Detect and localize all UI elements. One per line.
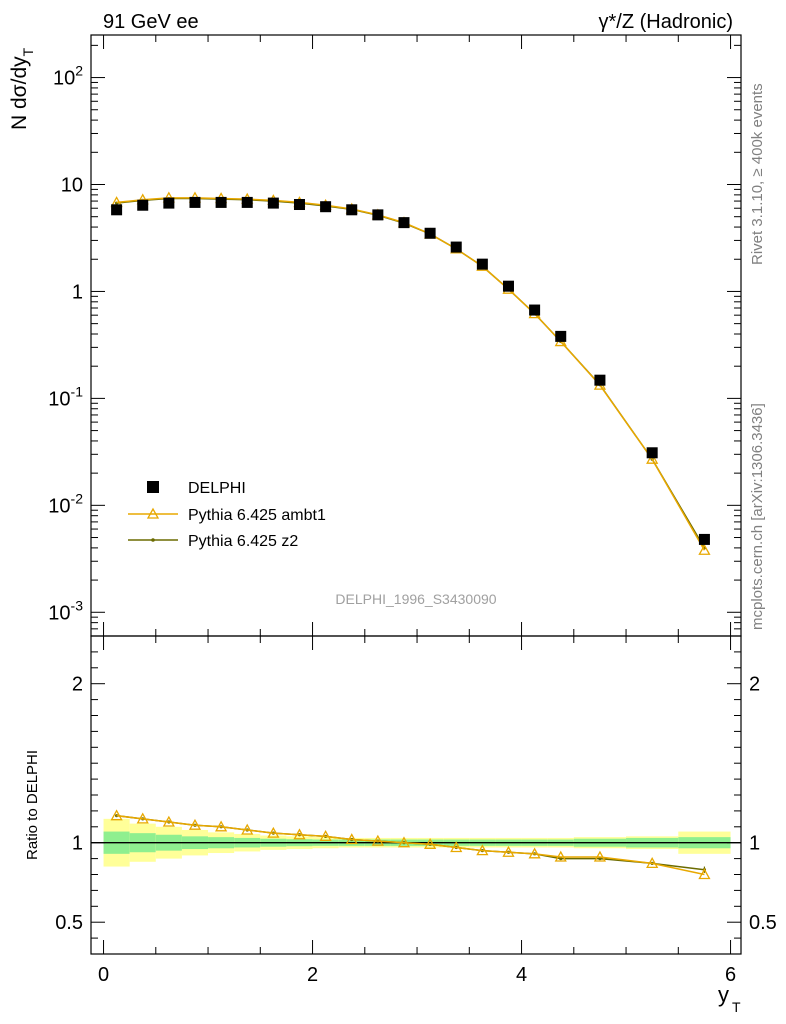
data-point [320, 201, 332, 213]
data-point [293, 199, 305, 211]
ambt1-ratio-point [241, 823, 254, 835]
ratio-panel-frame [90, 635, 742, 955]
ambt1-ratio-point [528, 847, 541, 859]
data-point [698, 533, 710, 545]
legend-label: DELPHI [188, 480, 246, 497]
data-point [450, 241, 462, 253]
legend-z2-marker [151, 538, 155, 542]
x-tick-label: 4 [516, 964, 527, 986]
ambt1-ratio-point [110, 809, 123, 821]
legend-ambt1-marker [146, 507, 160, 519]
ratio-y-axis-label: Ratio to DELPHI [24, 750, 41, 860]
x-axis-label-sub: T [732, 999, 741, 1015]
ambt1-ratio-point [397, 836, 411, 848]
y-tick-label: 10-2 [48, 490, 83, 517]
data-point [241, 196, 253, 208]
ambt1-ratio-point [267, 826, 280, 838]
ambt1-ratio-point [646, 857, 659, 869]
y-tick-label-right: 0.5 [749, 912, 777, 934]
main-y-axis-label: N dσ/dyT [8, 47, 36, 130]
data-point [111, 204, 123, 216]
ambt1-ratio-point [319, 830, 332, 841]
y-tick-label-right: 1 [749, 833, 760, 855]
ambt1-line [116, 197, 706, 551]
main-panel: N dσ/dyT DELPHI_1996_S3430090 10-3 10-2 10… [8, 34, 742, 637]
ratio-panel: Ratio to DELPHI 0 2 4 6 0.5 0.5 1 1 2 2 y T [24, 635, 777, 1015]
rivet-label: Rivet 3.1.10, ≥ 400k events [749, 83, 766, 265]
data-point [424, 227, 436, 239]
y-tick-label: 1 [72, 833, 83, 855]
ambt1-ratio-point [593, 850, 607, 862]
x-axis-label: y [718, 982, 729, 1007]
data-point [346, 204, 358, 216]
ambt1-ratio-point [476, 844, 489, 856]
y-tick-label: 102 [53, 63, 83, 90]
ambt1-ratio-point [502, 845, 515, 857]
legend-data-marker [147, 481, 159, 493]
mcplots-label: mcplots.cern.ch [arXiv:1306.3436] [749, 403, 766, 630]
data-point [267, 197, 279, 209]
data-point [398, 217, 410, 229]
x-tick-label: 0 [98, 964, 109, 986]
data-point [476, 258, 488, 270]
data-point [555, 330, 567, 342]
data-point [529, 304, 541, 316]
data-point [215, 196, 227, 208]
data-point [137, 199, 149, 211]
data-point [646, 447, 658, 459]
y-tick-label: 10-3 [48, 597, 83, 624]
y-tick-label: 2 [72, 674, 83, 696]
y-tick-label: 10 [61, 175, 83, 197]
data-point [163, 197, 175, 209]
ambt1-ratio-point [214, 820, 228, 832]
data-point [372, 209, 384, 221]
ambt1-ratio-point [424, 837, 437, 849]
y-tick-label: 1 [72, 281, 83, 303]
ambt1-ratio-point [345, 833, 358, 845]
ambt1-ratio-point [698, 868, 711, 880]
y-tick-label-right: 2 [749, 674, 760, 696]
data-point [502, 280, 514, 292]
z2-ratio-point [559, 857, 563, 861]
data-point [189, 196, 201, 208]
legend-label: Pythia 6.425 z2 [188, 533, 298, 550]
ambt1-ratio-line [116, 814, 705, 876]
ambt1-ratio-point [450, 841, 463, 853]
watermark: DELPHI_1996_S3430090 [335, 591, 496, 607]
y-tick-label: 10-1 [48, 383, 83, 410]
header-right: γ*/Z (Hadronic) [599, 11, 733, 33]
ambt1-point [698, 543, 711, 555]
header-left: 91 GeV ee [103, 11, 199, 33]
ambt1-ratio-point [554, 850, 567, 862]
x-tick-label: 6 [725, 964, 736, 986]
ambt1-ratio-point [371, 834, 384, 846]
x-tick-label: 2 [307, 964, 318, 986]
legend-label: Pythia 6.425 ambt1 [188, 507, 326, 524]
data-point [594, 374, 606, 386]
ambt1-point [646, 452, 659, 464]
ambt1-ratio-point [136, 812, 149, 824]
ambt1-ratio-point [162, 815, 175, 827]
legend: DELPHI Pythia 6.425 ambt1 Pythia 6.425 z2 [128, 480, 326, 550]
ambt1-ratio-point [188, 818, 202, 830]
ambt1-ratio-point [293, 828, 306, 840]
y-tick-label: 0.5 [55, 912, 83, 934]
